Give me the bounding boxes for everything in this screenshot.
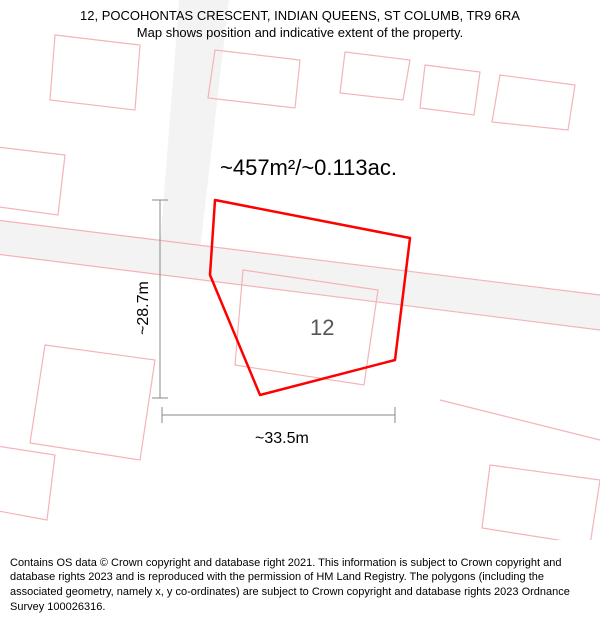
road-edge-line [440, 400, 600, 440]
map-svg [0, 0, 600, 540]
plot-number: 12 [310, 315, 334, 341]
building-outline [492, 75, 575, 130]
road-shape [0, 218, 600, 330]
building-outline [420, 65, 480, 115]
area-label: ~457m²/~0.113ac. [220, 155, 397, 181]
header: 12, POCOHONTAS CRESCENT, INDIAN QUEENS, … [0, 0, 600, 46]
map-container: ~457m²/~0.113ac. 12 ~33.5m ~28.7m [0, 0, 600, 540]
building-outline [340, 52, 410, 100]
building-outline [0, 445, 55, 520]
building-outline [482, 465, 600, 540]
header-title: 12, POCOHONTAS CRESCENT, INDIAN QUEENS, … [20, 8, 580, 25]
building-outline [0, 145, 65, 215]
height-dimension-label: ~28.7m [135, 281, 153, 335]
building-outline [30, 345, 155, 460]
footer-copyright: Contains OS data © Crown copyright and d… [0, 550, 600, 625]
building-outline [50, 35, 140, 110]
width-dimension-label: ~33.5m [255, 430, 309, 448]
header-subtitle: Map shows position and indicative extent… [20, 25, 580, 42]
